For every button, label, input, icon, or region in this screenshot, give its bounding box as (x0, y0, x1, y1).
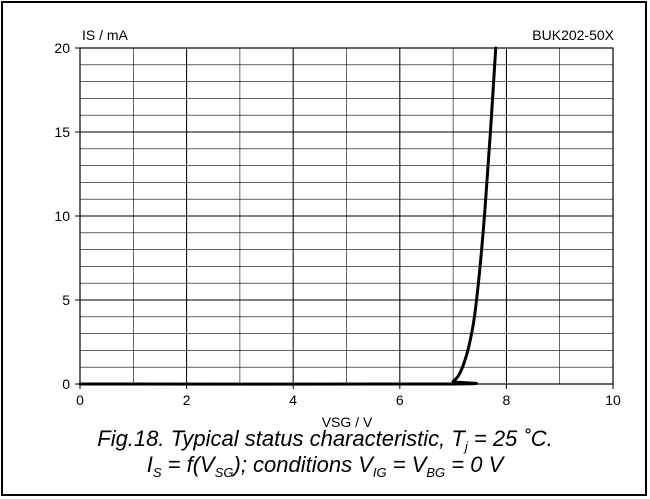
caption-text: = 25 ˚C. (467, 426, 553, 451)
series-line (78, 46, 498, 386)
caption-text: Fig.18. Typical status characteristic, T (97, 426, 465, 451)
y-tick-label: 0 (62, 376, 70, 392)
x-tick-label: 8 (503, 392, 511, 408)
x-tick-label: 10 (605, 392, 621, 408)
caption-subscript: S (152, 465, 162, 480)
caption-line-1: Fig.18. Typical status characteristic, T… (0, 426, 650, 454)
y-tick-label: 15 (54, 124, 70, 140)
part-number-label: BUK202-50X (532, 27, 614, 43)
caption-subscript: SG (214, 465, 234, 480)
chart-svg: 0 2 4 6 8 10 0 5 10 15 20 IS / mA BUK202-50X VSG … (54, 27, 621, 430)
caption-subscript: j (464, 439, 468, 454)
x-tick-label: 0 (76, 392, 84, 408)
y-tick-label: 5 (62, 292, 70, 308)
caption-text: = 0 V (445, 452, 504, 477)
x-tick-label: 4 (289, 392, 297, 408)
figure-caption: Fig.18. Typical status characteristic, T… (0, 426, 650, 480)
caption-text: = V (386, 452, 427, 477)
y-axis-ticks: 0 5 10 15 20 (54, 40, 80, 392)
caption-line-2: IS = f(VSG); conditions VIG = VBG = 0 V (0, 452, 650, 480)
x-tick-label: 2 (183, 392, 191, 408)
y-tick-label: 10 (54, 208, 70, 224)
y-tick-label: 20 (54, 40, 70, 56)
caption-subscript: IG (372, 465, 387, 480)
x-tick-label: 6 (396, 392, 404, 408)
caption-text: ); conditions V (233, 452, 373, 477)
y-axis-label: IS / mA (82, 27, 129, 43)
caption-text: = f(V (161, 452, 215, 477)
x-axis-ticks: 0 2 4 6 8 10 (76, 384, 621, 408)
x-axis-label: VSG / V (322, 414, 373, 430)
caption-text: I (146, 452, 153, 477)
caption-subscript: BG (426, 465, 446, 480)
